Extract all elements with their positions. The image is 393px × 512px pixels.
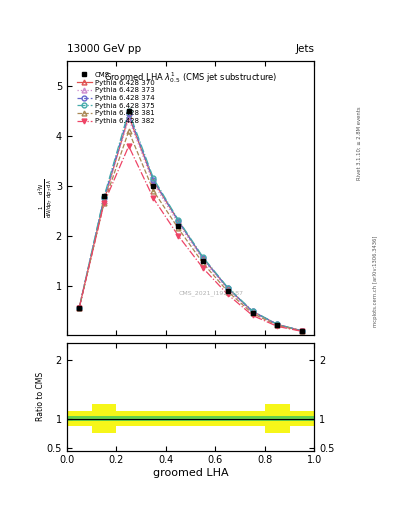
CMS	[300, 328, 305, 334]
Pythia 6.428 381	[275, 322, 280, 328]
Pythia 6.428 375	[151, 176, 156, 182]
Pythia 6.428 375	[226, 285, 230, 291]
Pythia 6.428 374	[226, 285, 230, 291]
Pythia 6.428 374	[101, 195, 106, 201]
Pythia 6.428 374	[77, 305, 82, 311]
Pythia 6.428 370	[176, 218, 181, 224]
Pythia 6.428 375	[176, 217, 181, 223]
Pythia 6.428 373	[275, 322, 280, 328]
Pythia 6.428 382	[275, 323, 280, 329]
Pythia 6.428 382	[300, 328, 305, 334]
CMS	[201, 258, 206, 264]
Pythia 6.428 370	[275, 322, 280, 328]
Pythia 6.428 370	[201, 255, 206, 261]
CMS	[101, 193, 106, 199]
Pythia 6.428 381	[201, 260, 206, 266]
Pythia 6.428 382	[77, 305, 82, 311]
Text: CMS_2021_I1920187: CMS_2021_I1920187	[178, 290, 243, 296]
Pythia 6.428 382	[201, 265, 206, 271]
Pythia 6.428 374	[275, 322, 280, 328]
CMS	[226, 287, 230, 293]
Pythia 6.428 375	[250, 308, 255, 314]
Pythia 6.428 370	[127, 113, 131, 119]
Pythia 6.428 373	[201, 257, 206, 263]
Pythia 6.428 382	[250, 312, 255, 318]
Pythia 6.428 373	[250, 309, 255, 315]
Pythia 6.428 375	[101, 194, 106, 200]
Legend: CMS, Pythia 6.428 370, Pythia 6.428 373, Pythia 6.428 374, Pythia 6.428 375, Pyt: CMS, Pythia 6.428 370, Pythia 6.428 373,…	[75, 70, 156, 125]
CMS	[250, 310, 255, 316]
CMS	[127, 108, 131, 114]
Pythia 6.428 374	[176, 218, 181, 224]
Pythia 6.428 382	[151, 195, 156, 201]
CMS	[176, 223, 181, 229]
CMS	[275, 322, 280, 328]
Pythia 6.428 375	[201, 254, 206, 260]
Pythia 6.428 381	[127, 128, 131, 134]
X-axis label: groomed LHA: groomed LHA	[153, 468, 228, 478]
Pythia 6.428 370	[101, 198, 106, 204]
Pythia 6.428 373	[226, 286, 230, 292]
Pythia 6.428 373	[300, 328, 305, 334]
Pythia 6.428 374	[151, 177, 156, 183]
Pythia 6.428 382	[127, 143, 131, 149]
Pythia 6.428 370	[250, 308, 255, 314]
Y-axis label: $\frac{1}{\mathrm{d}N/\mathrm{d}p_T}\,\frac{\mathrm{d}^2N}{\mathrm{d}p_T\,\mathr: $\frac{1}{\mathrm{d}N/\mathrm{d}p_T}\,\f…	[37, 179, 54, 218]
Pythia 6.428 373	[77, 305, 82, 311]
Text: 13000 GeV pp: 13000 GeV pp	[67, 44, 141, 54]
Pythia 6.428 381	[77, 305, 82, 311]
Line: Pythia 6.428 381: Pythia 6.428 381	[77, 129, 305, 333]
Pythia 6.428 374	[300, 328, 305, 334]
Pythia 6.428 375	[127, 108, 131, 114]
Pythia 6.428 373	[101, 198, 106, 204]
Y-axis label: Ratio to CMS: Ratio to CMS	[36, 372, 45, 421]
Pythia 6.428 382	[226, 291, 230, 297]
Pythia 6.428 373	[176, 220, 181, 226]
Line: Pythia 6.428 373: Pythia 6.428 373	[77, 116, 305, 333]
Pythia 6.428 370	[77, 305, 82, 311]
Pythia 6.428 382	[101, 200, 106, 206]
Pythia 6.428 374	[250, 308, 255, 314]
Pythia 6.428 370	[300, 328, 305, 334]
Text: Rivet 3.1.10; ≥ 2.8M events: Rivet 3.1.10; ≥ 2.8M events	[357, 106, 362, 180]
Line: CMS: CMS	[77, 109, 305, 334]
Pythia 6.428 381	[151, 188, 156, 194]
Pythia 6.428 375	[77, 305, 82, 311]
CMS	[151, 183, 156, 189]
Pythia 6.428 381	[176, 225, 181, 231]
Text: mcplots.cern.ch [arXiv:1306.3436]: mcplots.cern.ch [arXiv:1306.3436]	[373, 236, 378, 327]
Pythia 6.428 382	[176, 232, 181, 239]
Pythia 6.428 373	[151, 180, 156, 186]
Line: Pythia 6.428 382: Pythia 6.428 382	[77, 144, 305, 334]
Line: Pythia 6.428 375: Pythia 6.428 375	[77, 109, 305, 333]
Pythia 6.428 374	[127, 111, 131, 117]
Line: Pythia 6.428 374: Pythia 6.428 374	[77, 111, 305, 333]
CMS	[77, 305, 82, 311]
Pythia 6.428 381	[300, 328, 305, 334]
Pythia 6.428 370	[226, 285, 230, 291]
Pythia 6.428 381	[101, 200, 106, 206]
Text: Jets: Jets	[296, 44, 314, 54]
Pythia 6.428 373	[127, 116, 131, 122]
Text: Groomed LHA $\lambda^{1}_{0.5}$ (CMS jet substructure): Groomed LHA $\lambda^{1}_{0.5}$ (CMS jet…	[104, 70, 277, 84]
Pythia 6.428 374	[201, 255, 206, 261]
Pythia 6.428 381	[226, 288, 230, 294]
Pythia 6.428 375	[275, 322, 280, 328]
Line: Pythia 6.428 370: Pythia 6.428 370	[77, 114, 305, 333]
Pythia 6.428 370	[151, 178, 156, 184]
Pythia 6.428 381	[250, 310, 255, 316]
Pythia 6.428 375	[300, 328, 305, 334]
